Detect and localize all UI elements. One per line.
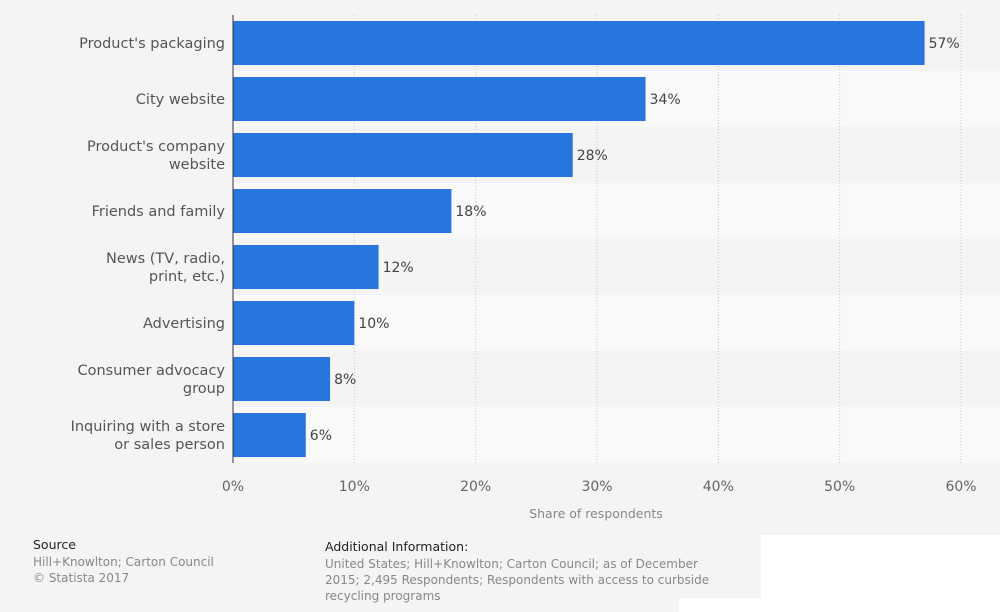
category-label: City website: [136, 92, 225, 108]
category-label: Advertising: [143, 316, 225, 332]
category-label: Inquiring with a store or sales person: [71, 419, 226, 453]
category-label: News (TV, radio, print, etc.): [106, 251, 225, 285]
x-tick-label: 40%: [703, 479, 734, 495]
additional-info-title: Additional Information:: [325, 539, 469, 554]
category-label: Consumer advocacy group: [78, 363, 226, 397]
additional-info-line: United States; Hill+Knowlton; Carton Cou…: [325, 557, 698, 571]
bar: [233, 189, 452, 233]
bar: [233, 245, 379, 289]
x-tick-labels: 0% 10% 20% 30% 40% 50% 60%: [222, 479, 977, 495]
copyright-line: © Statista 2017: [33, 571, 130, 585]
data-label: 34%: [650, 92, 681, 108]
x-tick-label: 50%: [824, 479, 855, 495]
x-tick-label: 60%: [945, 479, 976, 495]
data-label: 6%: [310, 428, 332, 444]
data-label: 28%: [577, 148, 608, 164]
row-band: [233, 295, 1000, 351]
bar: [233, 357, 331, 401]
x-tick-label: 30%: [581, 479, 612, 495]
x-tick-label: 0%: [222, 479, 244, 495]
additional-info-section: Additional Information: United States; H…: [325, 539, 735, 604]
bar: [233, 301, 355, 345]
data-label: 12%: [383, 260, 414, 276]
bar: [233, 21, 925, 65]
category-labels: Product's packaging City website Product's…: [71, 36, 226, 453]
category-label: Friends and family: [92, 204, 226, 220]
category-label: Product's packaging: [79, 36, 225, 52]
x-tick-label: 10%: [339, 479, 370, 495]
bar-chart: Product's packaging City website Product's…: [70, 15, 1000, 521]
x-axis-title: Share of respondents: [529, 506, 663, 521]
bar: [233, 413, 306, 457]
data-labels: 57% 34% 28% 18% 12% 10% 8% 6%: [310, 36, 960, 444]
source-section: Source Hill+Knowlton; Carton Council © S…: [33, 537, 214, 586]
additional-info-line: 2015; 2,495 Respondents; Respondents wit…: [325, 573, 710, 587]
x-tick-label: 20%: [460, 479, 491, 495]
bar: [233, 77, 646, 121]
row-band: [233, 351, 1000, 407]
data-label: 10%: [358, 316, 389, 332]
data-label: 57%: [929, 36, 960, 52]
bars: [233, 21, 925, 457]
source-title: Source: [33, 537, 76, 552]
additional-info-line: recycling programs: [325, 589, 441, 603]
category-label: Product's company website: [87, 139, 225, 173]
data-label: 18%: [455, 204, 486, 220]
source-line: Hill+Knowlton; Carton Council: [33, 555, 214, 569]
bar: [233, 133, 573, 177]
footer-blank-panel-lower: [679, 598, 761, 612]
row-band: [233, 407, 1000, 463]
data-label: 8%: [334, 372, 356, 388]
footer-blank-panel: [761, 535, 1000, 612]
